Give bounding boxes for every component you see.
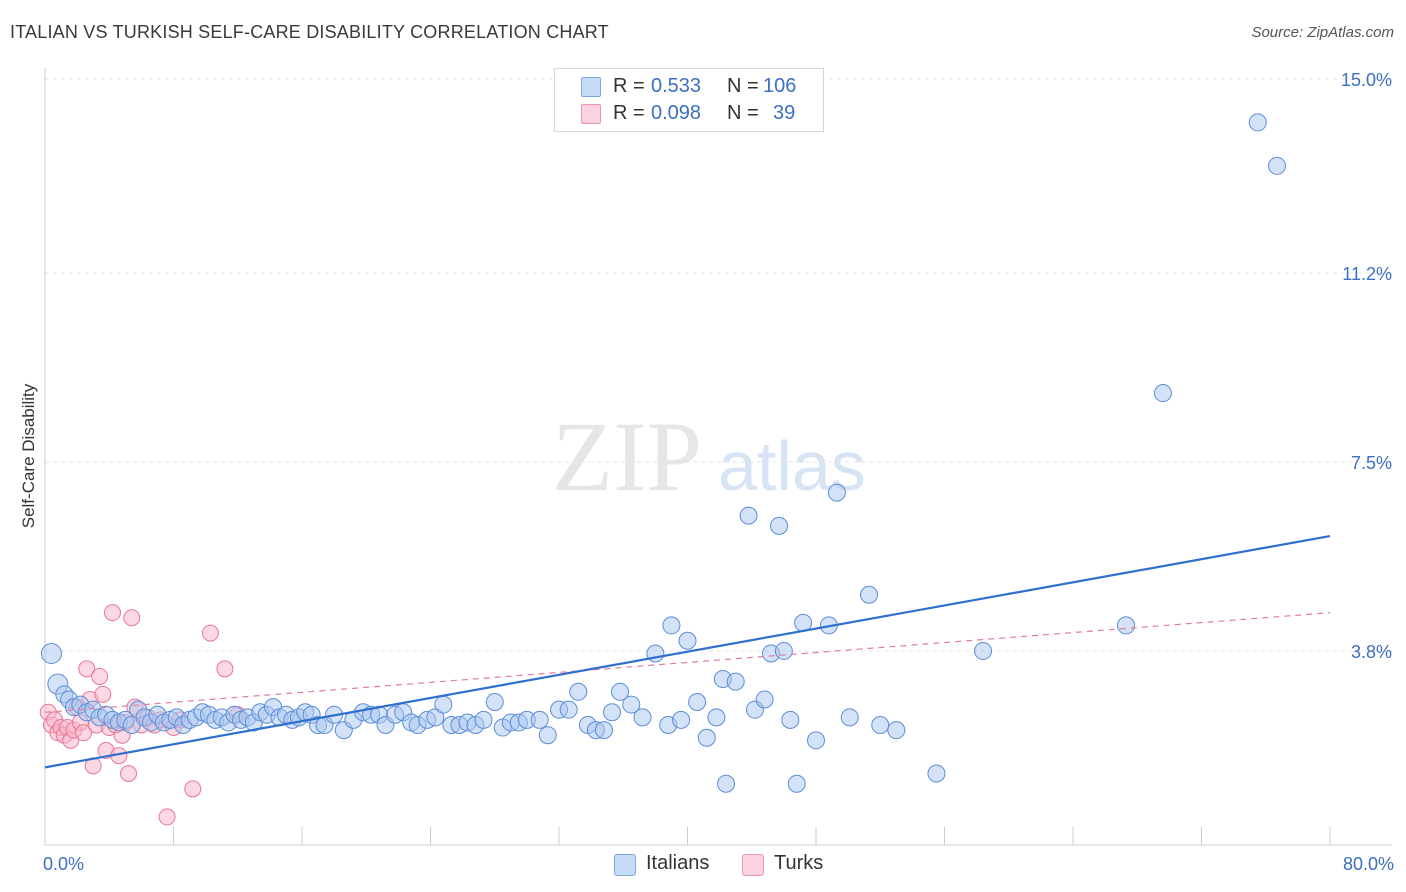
italians-point (688, 693, 707, 712)
italians-point (1248, 113, 1267, 132)
italians-point (1267, 156, 1286, 175)
legend-n-value: 39 (773, 102, 796, 124)
legend-r-value: 0.098 (651, 102, 702, 124)
legend-r-label: R = (613, 102, 645, 124)
turks-point (94, 685, 112, 703)
italians-point (755, 690, 774, 709)
italians-point (538, 726, 557, 745)
turks-point (123, 609, 141, 627)
turks-trendline (44, 612, 1331, 713)
italians-point (774, 641, 793, 660)
bottom-swatch-turks (742, 854, 764, 876)
bottom-legend-label: Italians (646, 852, 710, 874)
italians-point (887, 721, 906, 740)
italians-point (594, 721, 613, 740)
italians-point (717, 774, 736, 793)
legend-n-label: N = (727, 75, 759, 97)
turks-point (75, 724, 93, 742)
italians-point (840, 708, 859, 727)
bottom-legend-italians: Italians (614, 852, 734, 878)
y-tick-label: 15.0% (1341, 70, 1392, 90)
legend-swatch-italians (581, 77, 601, 97)
italians-point (662, 616, 681, 635)
italians-point (611, 682, 630, 701)
y-tick-label: 7.5% (1351, 453, 1392, 473)
italians-point (672, 710, 691, 729)
italians-point (781, 710, 800, 729)
x-tick-label: 0.0% (43, 854, 84, 874)
italians-point (807, 731, 825, 750)
italians-point (739, 506, 758, 525)
bottom-swatch-italians (614, 854, 636, 876)
italians-point (726, 672, 745, 691)
italians-point (927, 764, 946, 783)
correlation-legend: R = 0.533 N = 106 R = 0.098 N = 39 (554, 68, 824, 132)
bottom-legend-turks: Turks (742, 852, 842, 878)
italians-point (871, 715, 890, 734)
italians-point (787, 774, 806, 793)
turks-point (216, 660, 234, 678)
legend-n-label: N = (727, 102, 759, 124)
turks-point (78, 660, 96, 678)
italians-point (559, 700, 578, 719)
italians-point (40, 643, 62, 664)
italians-point (434, 695, 453, 714)
italians-point (426, 708, 445, 727)
legend-swatch-turks (581, 104, 601, 124)
y-tick-label: 3.8% (1351, 642, 1392, 662)
italians-point (474, 710, 493, 729)
italians-point (1117, 616, 1136, 635)
trendlines (44, 534, 1331, 769)
grid-lines (45, 78, 1392, 652)
italians-point (678, 631, 697, 650)
italians-point (530, 710, 549, 729)
italians-point (1153, 384, 1172, 403)
italians-point (633, 708, 652, 727)
turks-point (184, 780, 202, 798)
turks-point (103, 604, 121, 622)
watermark-zip: ZIP (552, 401, 702, 512)
turks-point (91, 667, 109, 685)
italians-point (485, 693, 504, 712)
italians-point (569, 682, 588, 701)
legend-r-label: R = (613, 75, 645, 97)
italians-point (603, 703, 622, 722)
legend-r-value: 0.533 (651, 75, 702, 97)
x-tick-label: 80.0% (1343, 854, 1394, 874)
turks-point (120, 765, 138, 783)
italians-trendline (44, 534, 1331, 769)
italians-point (622, 695, 641, 714)
italians-point (974, 641, 993, 660)
italians-point (860, 585, 879, 604)
y-axis-title: Self-Care Disability (19, 383, 38, 528)
legend-n-value: 106 (763, 75, 797, 97)
axis-labels: 3.8% 7.5% 11.2% 15.0% 0.0% 80.0% Self-Care Dis… (19, 70, 1394, 874)
chart-title: ITALIAN VS TURKISH SELF-CARE DISABILITY … (10, 22, 609, 42)
italians-point (770, 516, 789, 535)
italians-point (827, 483, 846, 502)
source-label: Source: ZipAtlas.com (1251, 24, 1394, 41)
italians-point (707, 708, 726, 727)
turks-point (201, 624, 219, 642)
italians-point (697, 728, 716, 747)
turks-point (158, 808, 176, 826)
y-tick-label: 11.2% (1342, 264, 1392, 284)
bottom-legend-label: Turks (774, 852, 824, 874)
